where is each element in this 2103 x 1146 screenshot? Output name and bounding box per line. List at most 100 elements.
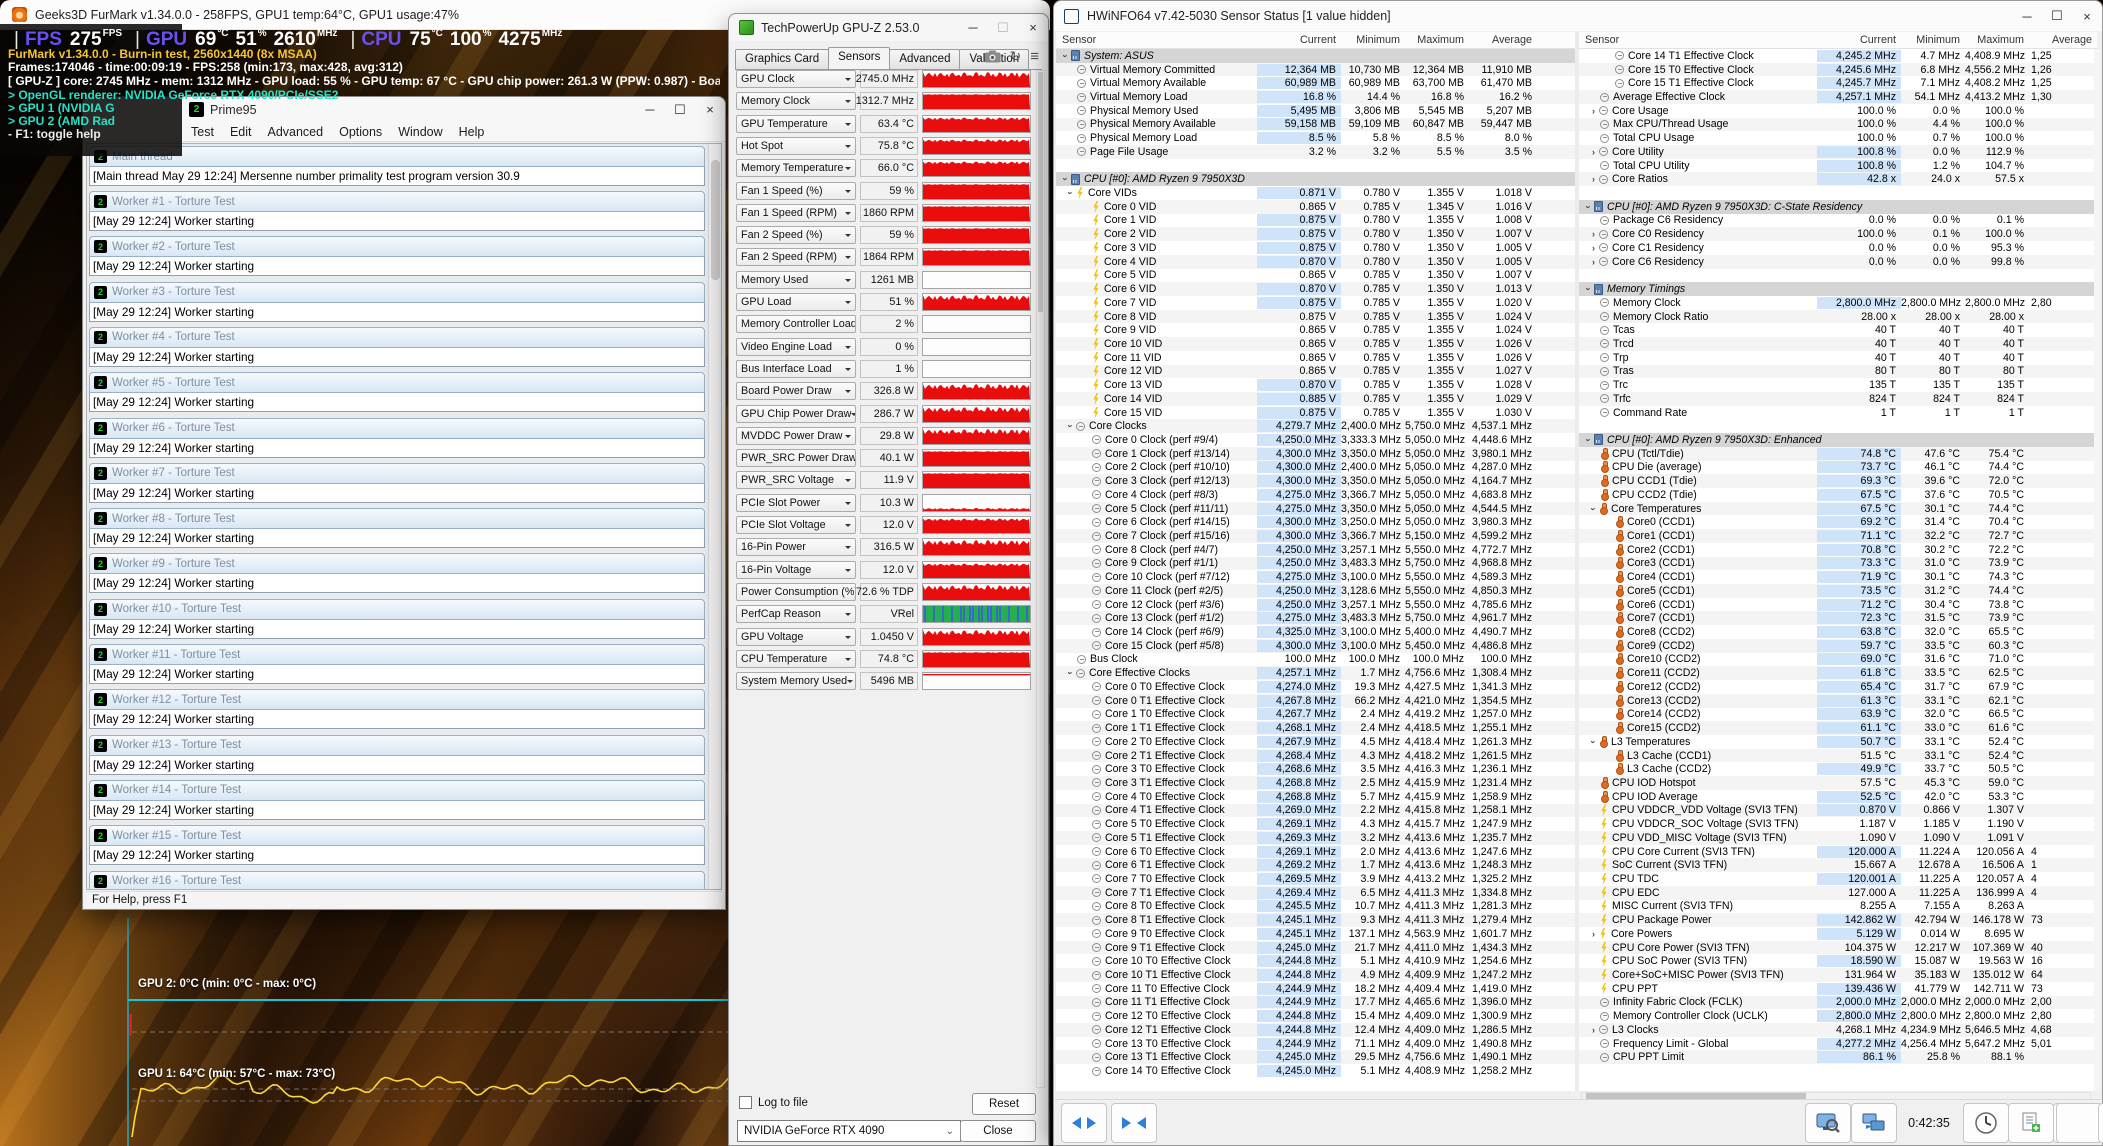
close-button[interactable]: Close <box>960 1120 1036 1142</box>
close-icon[interactable]: × <box>2083 8 2091 24</box>
sensor-row[interactable]: Virtual Memory Load 16.8 % 14.4 % 16.8 % 16.… <box>1056 90 1575 104</box>
sensor-row[interactable]: Core 13 Clock (perf #1/2) 4,275.0 MHz 3,48… <box>1056 611 1575 626</box>
sensor-row[interactable]: Core 11 Clock (perf #2/5) 4,250.0 MHz 3,12… <box>1056 584 1575 598</box>
expand-icon[interactable]: › <box>1592 1024 1595 1035</box>
mdi-child-titlebar[interactable]: 2 Worker #9 - Torture Test <box>89 553 705 575</box>
sensor-row[interactable]: Page File Usage 3.2 % 3.2 % 5.5 % 3.5 % <box>1056 145 1575 159</box>
sensor-row[interactable]: Core 6 VID 0.870 V 0.785 V 1.350 V 1.013 V <box>1056 282 1575 296</box>
sensor-row[interactable]: SoC Current (SVI3 TFN) 15.667 A 12.678 A 16… <box>1579 858 2097 873</box>
sensor-row[interactable]: Core 13 VID 0.870 V 0.785 V 1.355 V 1.028 V <box>1056 378 1575 392</box>
sensor-row[interactable]: Core 7 T1 Effective Clock 4,269.4 MHz 6.5 … <box>1056 885 1575 900</box>
sensor-row[interactable]: Core 9 T0 Effective Clock 4,245.1 MHz 137.… <box>1056 927 1575 941</box>
mdi-child-titlebar[interactable]: 2 Worker #2 - Torture Test <box>89 236 705 258</box>
sensor-row[interactable]: › Core Utility 100.8 % 0.0 % 112.9 % <box>1579 145 2097 159</box>
sensor-table-header-right[interactable]: Sensor Current Minimum Maximum Average <box>1579 32 2097 49</box>
mdi-child-titlebar[interactable]: 2 Main thread <box>89 146 705 167</box>
sensor-row[interactable]: Infinity Fabric Clock (FCLK) 2,000.0 MHz 2… <box>1579 995 2097 1010</box>
sensor-row[interactable]: Core 14 T0 Effective Clock 4,245.0 MHz 5.1… <box>1056 1064 1575 1078</box>
sensor-row[interactable]: Core 7 Clock (perf #15/16) 4,300.0 MHz 3,3… <box>1056 529 1575 543</box>
sensor-row[interactable]: CPU PPT 139.436 W 41.779 W 142.711 W 73 <box>1579 982 2097 996</box>
sensor-row[interactable]: Core 15 VID 0.875 V 0.785 V 1.355 V 1.030 V <box>1056 406 1575 420</box>
sensor-dropdown[interactable]: PCIe Slot Voltage <box>736 516 856 534</box>
mdi-child-titlebar[interactable]: 2 Worker #11 - Torture Test <box>89 644 705 665</box>
sensor-dropdown[interactable]: GPU Clock <box>736 70 856 88</box>
sensor-row[interactable]: CPU (Tctl/Tdie) 74.8 °C 47.6 °C 75.4 °C <box>1579 446 2097 461</box>
expand-icon[interactable]: › <box>1592 928 1595 939</box>
close-icon[interactable]: × <box>706 102 714 117</box>
sensor-row[interactable]: Core 1 T1 Effective Clock 4,268.1 MHz 2.4 … <box>1056 721 1575 735</box>
sensor-group-row[interactable]: › Memory Timings <box>1579 282 2097 296</box>
sensor-row[interactable]: CPU SoC Power (SVI3 TFN) 18.590 W 15.087 W… <box>1579 954 2097 968</box>
sensor-row[interactable]: CPU IOD Average 52.5 °C 42.0 °C 53.3 °C <box>1579 790 2097 804</box>
sensor-row[interactable]: Core4 (CCD1) 71.9 °C 30.1 °C 74.3 °C <box>1579 570 2097 584</box>
sensor-row[interactable]: CPU Core Current (SVI3 TFN) 120.000 A 11.2… <box>1579 845 2097 859</box>
sensor-row[interactable]: Core 6 Clock (perf #14/15) 4,300.0 MHz 3,2… <box>1056 515 1575 529</box>
column-header-average[interactable]: Average <box>2051 34 2092 46</box>
expand-icon[interactable]: › <box>1583 438 1594 442</box>
expand-icon[interactable]: › <box>1592 229 1595 240</box>
column-header-minimum[interactable]: Minimum <box>1916 34 1960 46</box>
sensor-row[interactable]: CPU VDDCR_VDD Voltage (SVI3 TFN) 0.870 V 0… <box>1579 803 2097 818</box>
remote-monitor-button[interactable] <box>1851 1103 1897 1143</box>
sensor-row[interactable]: › Core Clocks 4,279.7 MHz 2,400.0 MHz 5,750.… <box>1056 419 1575 434</box>
sensor-row[interactable]: Core 4 T1 Effective Clock 4,269.0 MHz 2.2 … <box>1056 803 1575 818</box>
sensor-row[interactable]: Core 2 T0 Effective Clock 4,267.9 MHz 4.5 … <box>1056 735 1575 749</box>
mdi-child-titlebar[interactable]: 2 Worker #13 - Torture Test <box>89 734 705 756</box>
sensor-row[interactable]: Core0 (CCD1) 69.2 °C 31.4 °C 70.4 °C <box>1579 515 2097 529</box>
sensor-row[interactable]: Core15 (CCD2) 61.1 °C 33.0 °C 61.6 °C <box>1579 721 2097 735</box>
sensor-row[interactable]: CPU VDD_MISC Voltage (SVI3 TFN) 1.090 V 1.… <box>1579 830 2097 845</box>
sensor-row[interactable]: Core 3 Clock (perf #12/13) 4,300.0 MHz 3,3… <box>1056 474 1575 488</box>
mdi-child-titlebar[interactable]: 2 Worker #16 - Torture Test <box>89 870 705 889</box>
menu-item-help[interactable]: Help <box>458 124 485 139</box>
maximize-icon[interactable]: ☐ <box>2051 8 2063 23</box>
refresh-icon[interactable]: ↻ <box>1009 48 1022 64</box>
sensor-row[interactable]: Core14 (CCD2) 63.9 °C 32.0 °C 66.5 °C <box>1579 708 2097 722</box>
sensor-row[interactable]: Total CPU Utility 100.8 % 1.2 % 104.7 % <box>1579 159 2097 173</box>
mdi-child-titlebar[interactable]: 2 Worker #15 - Torture Test <box>89 825 705 847</box>
sensor-row[interactable]: Trfc 824 T 824 T 824 T <box>1579 391 2097 406</box>
sensor-row[interactable]: MISC Current (SVI3 TFN) 8.255 A 7.155 A 8.2… <box>1579 900 2097 914</box>
sensor-row[interactable]: › Core C1 Residency 0.0 % 0.0 % 95.3 % <box>1579 241 2097 255</box>
column-header-average[interactable]: Average <box>1491 34 1532 46</box>
report-button[interactable] <box>2008 1103 2054 1143</box>
scrollbar-thumb[interactable] <box>1586 1093 1806 1099</box>
screen-capture-button[interactable] <box>1805 1103 1851 1143</box>
sensor-row[interactable]: Max CPU/Thread Usage 100.0 % 4.4 % 100.0 % <box>1579 117 2097 132</box>
sensor-row[interactable]: › L3 Clocks 4,268.1 MHz 4,234.9 MHz 5,646.5 … <box>1579 1023 2097 1037</box>
sensor-row[interactable]: Core 3 T1 Effective Clock 4,268.8 MHz 2.5 … <box>1056 776 1575 790</box>
mdi-child-titlebar[interactable]: 2 Worker #3 - Torture Test <box>89 281 705 303</box>
column-header-maximum[interactable]: Maximum <box>1417 34 1464 46</box>
sensor-row[interactable]: Core8 (CCD2) 63.8 °C 32.0 °C 65.5 °C <box>1579 625 2097 639</box>
sensor-dropdown[interactable]: Fan 1 Speed (RPM) <box>736 203 856 222</box>
sensor-row[interactable]: › Core C0 Residency 100.0 % 0.1 % 100.0 % <box>1579 227 2097 242</box>
sensor-row[interactable]: Core 11 VID 0.865 V 0.785 V 1.355 V 1.026 V <box>1056 351 1575 365</box>
sensor-row[interactable]: Tcas 40 T 40 T 40 T <box>1579 323 2097 337</box>
sensor-row[interactable]: Core 1 VID 0.875 V 0.780 V 1.355 V 1.008 V <box>1056 214 1575 228</box>
mdi-child-titlebar[interactable]: 2 Worker #5 - Torture Test <box>89 372 705 394</box>
mdi-child-titlebar[interactable]: 2 Worker #1 - Torture Test <box>89 191 705 212</box>
sensor-dropdown[interactable]: System Memory Used <box>736 672 856 691</box>
sensor-dropdown[interactable]: Video Engine Load <box>736 337 856 356</box>
sensor-row[interactable]: Core 2 Clock (perf #10/10) 4,300.0 MHz 2,4… <box>1056 461 1575 475</box>
sensor-row[interactable]: Core 11 T0 Effective Clock 4,244.9 MHz 18.… <box>1056 982 1575 996</box>
sensor-row[interactable]: CPU Die (average) 73.7 °C 46.1 °C 74.4 °C <box>1579 461 2097 475</box>
sensor-row[interactable]: Core 14 Clock (perf #6/9) 4,325.0 MHz 3,10… <box>1056 625 1575 639</box>
sensor-row[interactable]: Core1 (CCD1) 71.1 °C 32.2 °C 72.7 °C <box>1579 529 2097 543</box>
tab-advanced[interactable]: Advanced <box>889 49 961 69</box>
sensor-row[interactable]: Core 5 T0 Effective Clock 4,269.1 MHz 4.3 … <box>1056 817 1575 831</box>
sensor-row[interactable]: CPU CCD1 (Tdie) 69.3 °C 39.6 °C 72.0 °C <box>1579 474 2097 488</box>
sensor-row[interactable]: Trcd 40 T 40 T 40 T <box>1579 337 2097 351</box>
prime95-titlebar[interactable]: 2 Prime95 ─ ☐ × <box>83 97 725 122</box>
menu-icon[interactable]: ≡ <box>1030 48 1039 65</box>
sensor-row[interactable]: Core 8 VID 0.875 V 0.785 V 1.355 V 1.024 V <box>1056 309 1575 324</box>
tab-graphics-card[interactable]: Graphics Card <box>735 49 830 69</box>
column-header-current[interactable]: Current <box>1299 34 1336 46</box>
sensor-row[interactable]: CPU PPT Limit 86.1 % 25.8 % 88.1 % <box>1579 1050 2097 1065</box>
sensor-row[interactable]: Core 10 VID 0.865 V 0.785 V 1.355 V 1.026 V <box>1056 337 1575 351</box>
sensor-dropdown[interactable]: 16-Pin Voltage <box>736 560 856 579</box>
sensor-row[interactable]: Core 6 T0 Effective Clock 4,269.1 MHz 2.0 … <box>1056 845 1575 859</box>
column-header-maximum[interactable]: Maximum <box>1977 34 2024 46</box>
sensor-row[interactable]: Memory Controller Clock (UCLK) 2,800.0 MH… <box>1579 1009 2097 1023</box>
sensor-row[interactable]: Core 11 T1 Effective Clock 4,244.9 MHz 17.… <box>1056 995 1575 1010</box>
sensor-row[interactable]: › Core Temperatures 67.5 °C 30.1 °C 74.4 °C <box>1579 501 2097 516</box>
